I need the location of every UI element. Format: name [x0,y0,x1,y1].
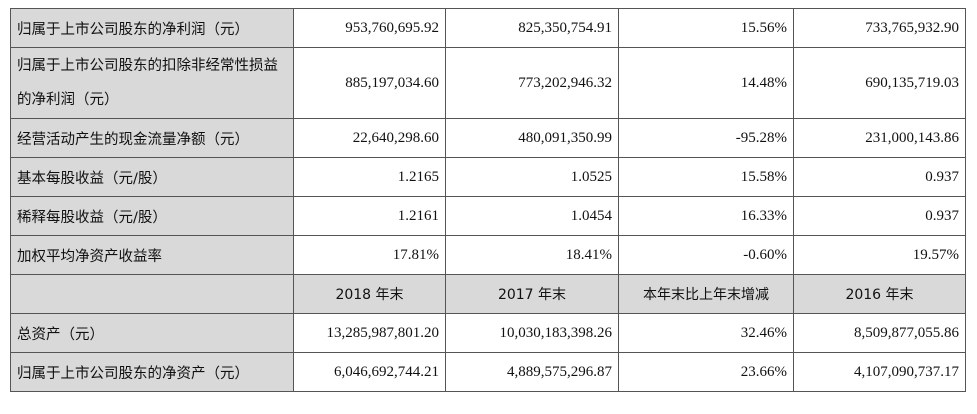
cell-value: 32.46% [618,313,794,353]
cell-value: 690,135,719.03 [793,47,966,119]
cell-value: 23.66% [618,352,794,392]
cell-value: 22,640,298.60 [293,118,446,158]
cell-value: 4,889,575,296.87 [445,352,619,392]
row-label: 稀释每股收益（元/股） [10,196,294,236]
cell-value: 1.0525 [445,157,619,197]
cell-value: 14.48% [618,47,794,119]
column-header: 2017 年末 [445,274,619,314]
cell-value: 0.937 [793,196,966,236]
table-row: 总资产（元） 13,285,987,801.20 10,030,183,398.26… [10,313,966,353]
table-row: 归属于上市公司股东的净资产（元） 6,046,692,744.21 4,889,57… [10,352,966,392]
table-row: 归属于上市公司股东的净利润（元） 953,760,695.92 825,350,75… [10,8,966,48]
cell-value: 15.56% [618,8,794,48]
cell-value: 17.81% [293,235,446,275]
cell-value: 4,107,090,737.17 [793,352,966,392]
column-header [10,274,294,314]
cell-value: 13,285,987,801.20 [293,313,446,353]
row-label: 归属于上市公司股东的净利润（元） [10,8,294,48]
column-header-text: 2018 年末 [335,287,404,303]
cell-value: -0.60% [618,235,794,275]
column-header-text: 2016 年末 [845,287,914,303]
cell-value: 733,765,932.90 [793,8,966,48]
column-header: 2016 年末 [793,274,966,314]
cell-value: 10,030,183,398.26 [445,313,619,353]
table-row: 加权平均净资产收益率 17.81% 18.41% -0.60% 19.57% [10,235,966,275]
cell-value: 231,000,143.86 [793,118,966,158]
column-header-row: 2018 年末 2017 年末 本年末比上年末增减 2016 年末 [10,274,966,314]
table-row: 归属于上市公司股东的扣除非经常性损益的净利润（元） 885,197,034.60 7… [10,47,966,119]
cell-value: 19.57% [793,235,966,275]
column-header-text: 2017 年末 [497,287,567,303]
cell-value: 953,760,695.92 [293,8,446,48]
cell-value: 16.33% [618,196,794,236]
row-label: 基本每股收益（元/股） [10,157,294,197]
row-label: 加权平均净资产收益率 [10,235,294,275]
cell-value: 825,350,754.91 [445,8,619,48]
row-label: 归属于上市公司股东的扣除非经常性损益的净利润（元） [10,47,294,119]
financial-summary-table: 归属于上市公司股东的净利润（元） 953,760,695.92 825,350,75… [10,8,966,392]
table-row: 基本每股收益（元/股） 1.2165 1.0525 15.58% 0.937 [10,157,966,197]
table-row: 稀释每股收益（元/股） 1.2161 1.0454 16.33% 0.937 [10,196,966,236]
column-header: 本年末比上年末增减 [618,274,794,314]
cell-value: 8,509,877,055.86 [793,313,966,353]
cell-value: -95.28% [618,118,794,158]
cell-value: 1.2161 [293,196,446,236]
cell-value: 1.0454 [445,196,619,236]
cell-value: 1.2165 [293,157,446,197]
row-label: 归属于上市公司股东的净资产（元） [10,352,294,392]
column-header-text: 本年末比上年末增减 [643,287,769,303]
cell-value: 15.58% [618,157,794,197]
row-label: 总资产（元） [10,313,294,353]
cell-value: 480,091,350.99 [445,118,619,158]
column-header: 2018 年末 [293,274,446,314]
cell-value: 18.41% [445,235,619,275]
cell-value: 885,197,034.60 [293,47,446,119]
table-row: 经营活动产生的现金流量净额（元） 22,640,298.60 480,091,350… [10,118,966,158]
row-label: 经营活动产生的现金流量净额（元） [10,118,294,158]
cell-value: 6,046,692,744.21 [293,352,446,392]
cell-value: 773,202,946.32 [445,47,619,119]
cell-value: 0.937 [793,157,966,197]
